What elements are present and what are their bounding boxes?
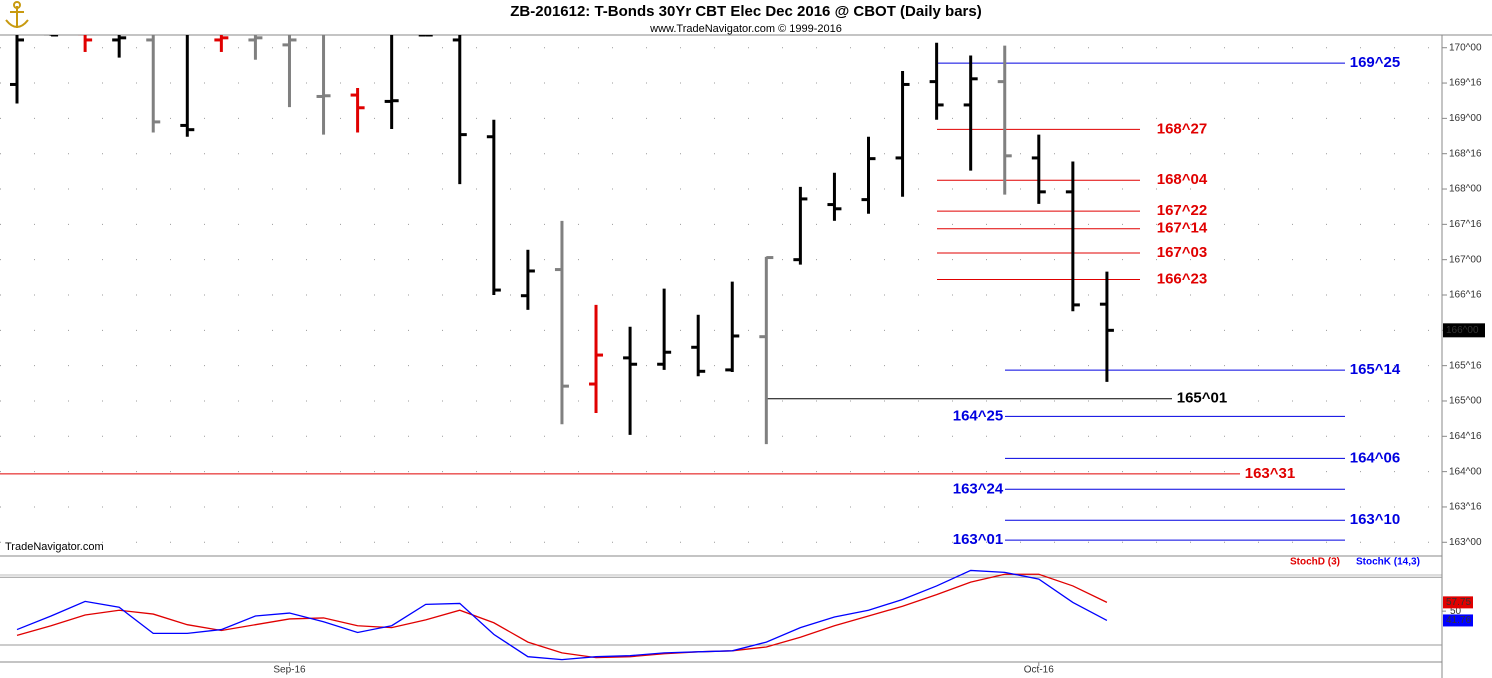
level-label: 167^14 [1157,220,1208,237]
level-label: 167^03 [1157,244,1207,261]
logo [5,1,29,28]
stoch-line [16,569,1108,661]
y-tick-label: 164^00 [1449,466,1482,477]
level-label: 165^01 [1177,390,1227,407]
y-tick-label: 163^16 [1449,502,1482,513]
y-tick-label: 168^16 [1449,148,1482,159]
level-label: 166^23 [1157,271,1207,288]
stoch-line [16,573,1108,659]
legend-entry: StochD (3) [1290,557,1340,568]
y-tick-label: 164^16 [1449,431,1482,442]
level-label: 163^01 [953,531,1003,548]
y-tick-label: 165^16 [1449,360,1482,371]
y-tick-label: 166^16 [1449,290,1482,301]
level-label: 163^10 [1350,511,1400,528]
overlay: 170^00 169^16 169^00 168^16 168^00 167^16 167^… [273,42,1485,676]
level-label: 164^06 [1350,449,1400,466]
price-panel [0,35,1442,543]
last-price-box [1443,323,1485,338]
chart-title: ZB-201612: T-Bonds 30Yr CBT Elec Dec 201… [510,3,981,20]
y-tick-label: 167^00 [1449,254,1482,265]
level-label: 163^24 [953,480,1004,497]
x-tick-label: Sep-16 [273,665,306,676]
stoch-panel [0,569,1442,661]
x-tick-label: Oct-16 [1024,665,1054,676]
y-tick-label: 169^16 [1449,78,1482,89]
y-tick-label: 169^00 [1449,113,1482,124]
level-label: 167^22 [1157,202,1207,219]
last-value-label: 57.75 [1446,597,1471,608]
y-tick-label: 163^00 [1449,537,1482,548]
level-label: 165^14 [1350,361,1401,378]
chart-subtitle: www.TradeNavigator.com © 1999-2016 [649,23,842,35]
level-label: 168^27 [1157,120,1207,137]
y-tick-label: 50 [1450,606,1462,617]
level-label: 168^04 [1157,171,1208,188]
level-label: 169^25 [1350,54,1400,71]
y-tick-label: 165^00 [1449,396,1482,407]
level-label: 163^31 [1245,465,1295,482]
legend-entry: StochK (14,3) [1356,557,1420,568]
last-value-box [1443,596,1473,609]
last-value-label: 41.76 [1446,615,1471,626]
last-price-label: 166^00 [1446,325,1479,336]
y-tick-label: 167^16 [1449,219,1482,230]
y-tick-label: 170^00 [1449,42,1482,53]
last-value-box [1443,614,1473,627]
y-tick-label: 168^00 [1449,184,1482,195]
watermark: TradeNavigator.com [5,541,104,553]
level-label: 164^25 [953,407,1003,424]
